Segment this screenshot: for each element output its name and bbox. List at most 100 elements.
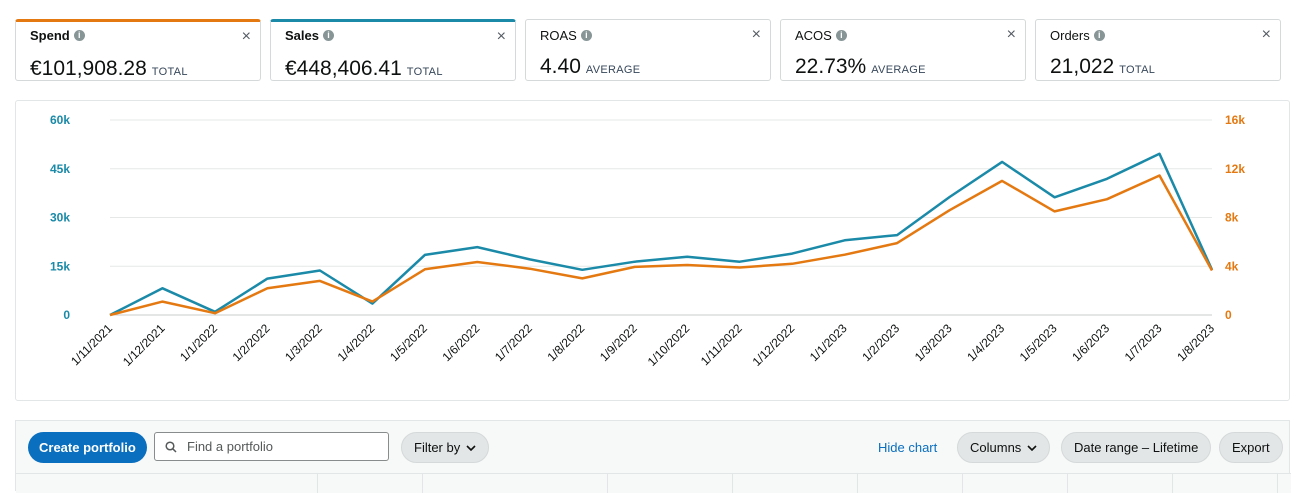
x-tick-label: 1/1/2022 [177, 321, 220, 364]
y-left-tick-label: 60k [50, 113, 70, 127]
x-tick-label: 1/2/2023 [859, 321, 902, 364]
x-tick-label: 1/7/2023 [1122, 321, 1165, 364]
chevron-down-icon [1027, 444, 1037, 451]
column-divider [1277, 474, 1278, 493]
x-tick-label: 1/1/2023 [807, 321, 850, 364]
metric-value: 21,022 [1050, 55, 1115, 78]
close-icon[interactable]: × [241, 28, 251, 45]
metric-label-acos: ACOS i [795, 28, 847, 43]
info-icon[interactable]: i [322, 30, 334, 41]
y-left-tick-label: 45k [50, 162, 70, 176]
metric-card-roas[interactable]: ROAS i × 4.40 AVERAGE [525, 19, 771, 81]
close-icon[interactable]: × [496, 28, 506, 45]
y-right-tick-label: 4k [1225, 259, 1239, 273]
date-range-button[interactable]: Date range – Lifetime [1061, 432, 1212, 463]
metric-title: Sales [285, 28, 319, 43]
info-icon[interactable]: i [1093, 30, 1105, 41]
portfolio-toolbar: Create portfolio Filter by Hide chart Co… [15, 420, 1291, 493]
filter-by-button[interactable]: Filter by [401, 432, 490, 463]
x-tick-label: 1/5/2023 [1017, 321, 1060, 364]
columns-label: Columns [970, 440, 1022, 455]
metric-unit: TOTAL [1119, 64, 1156, 76]
x-tick-label: 1/4/2023 [964, 321, 1007, 364]
hide-chart-link[interactable]: Hide chart [878, 440, 938, 455]
metric-label-spend: Spend i [30, 28, 85, 43]
column-divider [422, 474, 423, 493]
x-tick-label: 1/11/2022 [698, 321, 745, 368]
create-portfolio-button[interactable]: Create portfolio [28, 432, 147, 463]
y-left-tick-label: 30k [50, 211, 70, 225]
column-divider [962, 474, 963, 493]
x-tick-label: 1/7/2022 [492, 321, 535, 364]
column-divider [732, 474, 733, 493]
x-tick-label: 1/10/2022 [645, 321, 693, 369]
search-box[interactable] [154, 432, 389, 461]
metric-title: Orders [1050, 28, 1090, 43]
metric-value: 4.40 [540, 55, 581, 78]
metric-card-sales[interactable]: Sales i × €448,406.41 TOTAL [270, 19, 516, 81]
metric-title: ROAS [540, 28, 577, 43]
close-icon[interactable]: × [1006, 26, 1016, 43]
y-left-tick-label: 0 [63, 308, 70, 322]
metric-unit: TOTAL [406, 66, 443, 78]
chart-panel: 0 0 15k 4k 30k 8k 45k 12k 60k 16k 1/11/2021 1/12/20… [15, 100, 1290, 401]
x-tick-label: 1/4/2022 [335, 321, 378, 364]
column-divider [1067, 474, 1068, 493]
export-button[interactable]: Export [1219, 432, 1283, 463]
metric-label-orders: Orders i [1050, 28, 1105, 43]
search-icon [165, 440, 177, 453]
metric-title: Spend [30, 28, 70, 43]
x-tick-label: 1/12/2021 [120, 321, 168, 369]
columns-button[interactable]: Columns [957, 432, 1051, 463]
metric-card-acos[interactable]: ACOS i × 22.73% AVERAGE [780, 19, 1026, 81]
metric-value-acos: 22.73% AVERAGE [795, 55, 926, 79]
chevron-down-icon [466, 444, 476, 451]
metric-title: ACOS [795, 28, 832, 43]
x-tick-label: 1/3/2022 [282, 321, 325, 364]
x-tick-label: 1/3/2023 [912, 321, 955, 364]
metric-value: €448,406.41 [285, 57, 402, 80]
date-range-label: Date range – Lifetime [1074, 440, 1199, 455]
metric-value: 22.73% [795, 55, 867, 78]
close-icon[interactable]: × [751, 26, 761, 43]
column-divider [317, 474, 318, 493]
y-right-tick-label: 16k [1225, 113, 1245, 127]
metric-unit: AVERAGE [585, 64, 641, 76]
column-divider [607, 474, 608, 493]
x-tick-label: 1/8/2022 [544, 321, 587, 364]
info-icon[interactable]: i [835, 30, 847, 41]
column-divider [857, 474, 858, 493]
x-tick-label: 1/9/2022 [597, 321, 640, 364]
column-divider [1172, 474, 1173, 493]
series-line-spend [109, 174, 1214, 317]
table-header-row [16, 473, 1291, 493]
metric-card-spend[interactable]: Spend i × €101,908.28 TOTAL [15, 19, 261, 81]
x-tick-label: 1/5/2022 [387, 321, 430, 364]
metric-unit: AVERAGE [871, 64, 926, 76]
export-label: Export [1232, 440, 1270, 455]
metric-value-spend: €101,908.28 TOTAL [30, 57, 188, 81]
x-tick-label: 1/6/2023 [1069, 321, 1112, 364]
y-left-tick-label: 15k [50, 259, 70, 273]
filter-by-label: Filter by [414, 440, 461, 455]
x-tick-label: 1/12/2022 [750, 321, 798, 369]
metric-label-roas: ROAS i [540, 28, 592, 43]
close-icon[interactable]: × [1261, 26, 1271, 43]
y-right-tick-label: 0 [1225, 308, 1232, 322]
info-icon[interactable]: i [73, 30, 85, 41]
metric-unit: TOTAL [151, 66, 188, 78]
info-icon[interactable]: i [580, 30, 592, 41]
x-tick-label: 1/2/2022 [230, 321, 273, 364]
x-tick-label: 1/6/2022 [440, 321, 483, 364]
metric-value: €101,908.28 [30, 57, 147, 80]
metric-card-orders[interactable]: Orders i × 21,022 TOTAL [1035, 19, 1281, 81]
metric-cards: Spend i × €101,908.28 TOTAL Sales i × €44… [15, 19, 1281, 81]
metric-value-orders: 21,022 TOTAL [1050, 55, 1155, 79]
metric-value-sales: €448,406.41 TOTAL [285, 57, 443, 81]
metric-label-sales: Sales i [285, 28, 334, 43]
x-tick-label: 1/8/2023 [1174, 321, 1217, 364]
metric-value-roas: 4.40 AVERAGE [540, 55, 640, 79]
series-line-sales [109, 152, 1214, 317]
search-input[interactable] [185, 438, 379, 455]
